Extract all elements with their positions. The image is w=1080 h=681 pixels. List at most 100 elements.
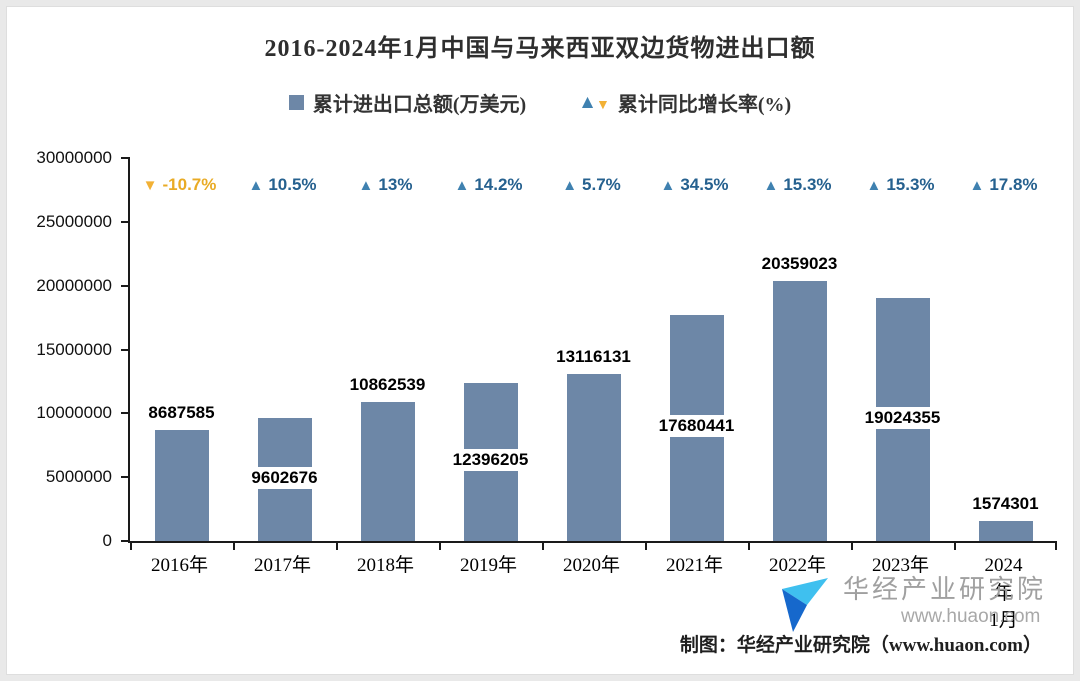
x-category-line1: 2021年 <box>665 555 724 576</box>
x-category-label: 2016年 <box>151 552 208 580</box>
legend-growth-label: 累计同比增长率(%) <box>617 94 792 116</box>
triangle-up-icon: ▲ <box>358 177 374 194</box>
x-category-line1: 2017年 <box>253 555 312 576</box>
x-category-line1: 2019年 <box>459 555 518 576</box>
growth-value: 15.3% <box>783 175 832 194</box>
watermark-text: 华经产业研究院 www.huaon.com <box>843 574 1046 630</box>
x-axis-tick-mark <box>542 541 544 550</box>
y-axis-tick-mark <box>121 412 130 415</box>
x-category-line1: 2022年 <box>768 555 827 576</box>
y-axis-tick-mark <box>121 348 130 351</box>
triangle-up-icon: ▲ <box>866 177 882 194</box>
bar-value-label: 12396205 <box>445 448 536 471</box>
x-category-line1: 2018年 <box>356 555 415 576</box>
growth-label: ▼ -10.7% <box>143 174 217 197</box>
x-category-label: 2024年 1月 <box>978 552 1030 635</box>
x-axis-tick-mark <box>130 541 132 550</box>
chart-bar <box>772 281 827 541</box>
x-category-label: 2017年 <box>254 552 311 580</box>
y-tick-label: 30000000 <box>36 148 112 167</box>
y-tick-label: 15000000 <box>36 339 112 359</box>
triangle-up-icon: ▲ <box>562 177 578 194</box>
x-axis-tick-mark <box>233 541 235 550</box>
growth-value: 5.7% <box>582 175 621 194</box>
x-axis-tick-mark <box>439 541 441 550</box>
x-axis-tick-mark <box>645 541 647 550</box>
bar-value-label: 20359023 <box>761 254 838 274</box>
bar-value-label: 19024355 <box>857 406 948 429</box>
x-category-label: 2020年 <box>563 552 620 580</box>
y-tick-label: 5000000 <box>45 467 112 487</box>
growth-label: ▲ 13% <box>359 174 413 197</box>
x-category-label: 2022年 <box>769 552 826 580</box>
x-axis-tick-mark <box>954 541 956 550</box>
triangle-up-icon: ▲ <box>248 177 264 194</box>
bar-value-label: 17680441 <box>651 415 742 438</box>
x-category-label: 2021年 <box>666 552 723 580</box>
plot-area: 8687585 9602676 10862539 12396205 13116131 17… <box>121 157 1057 550</box>
bar-value-label: 8687585 <box>148 403 215 423</box>
y-tick-label: 25000000 <box>36 211 112 231</box>
x-axis-tick-mark <box>336 541 338 550</box>
x-category-line1: 2024年 <box>984 555 1023 604</box>
growth-value: 10.5% <box>268 175 317 194</box>
y-tick-label: 0 <box>102 531 112 550</box>
legend: 累计进出口总额(万美元) ▲ ▼ 累计同比增长率(%) <box>0 88 1080 117</box>
x-category-label: 2023年 <box>872 552 929 580</box>
y-axis-tick-mark <box>121 220 130 223</box>
y-tick-label: 20000000 <box>36 275 112 295</box>
growth-labels-row: ▼ -10.7% ▲ 10.5% ▲ 13% ▲ 14.2% ▲ 5.7% ▲ 34.5% ▲ 15.3%… <box>128 174 1055 198</box>
bar-value-label: 13116131 <box>556 346 631 366</box>
x-axis-tick-mark <box>851 541 853 550</box>
growth-label: ▲ 14.2% <box>454 174 522 197</box>
credit-line: 制图：华经产业研究院（www.huaon.com） <box>679 635 1042 656</box>
growth-label: ▲ 17.8% <box>969 174 1037 197</box>
triangle-up-icon: ▲ <box>660 177 676 194</box>
chart-title: 2016-2024年1月中国与马来西亚双边货物进出口额 <box>264 36 816 62</box>
y-tick-label: 10000000 <box>36 403 112 423</box>
triangle-down-icon: ▼ <box>142 177 158 194</box>
chart-bar <box>978 520 1033 541</box>
growth-value: 34.5% <box>680 175 729 194</box>
x-category-line1: 2020年 <box>562 555 621 576</box>
y-axis-tick-mark <box>121 540 130 542</box>
growth-label: ▲ 15.3% <box>763 174 831 197</box>
chart-bar <box>566 373 621 541</box>
x-category-line1: 2023年 <box>871 555 930 576</box>
growth-label: ▲ 5.7% <box>562 174 621 197</box>
x-category-line1: 2016年 <box>150 555 209 576</box>
growth-value: 17.8% <box>989 175 1038 194</box>
triangle-up-icon: ▲ <box>969 177 985 194</box>
bar-value-label: 9602676 <box>244 466 325 489</box>
growth-label: ▲ 34.5% <box>660 174 728 197</box>
y-axis-tick-mark <box>121 284 130 287</box>
legend-item-growth: ▲ ▼ 累计同比增长率(%) <box>578 88 791 117</box>
triangle-down-icon: ▼ <box>595 97 610 113</box>
y-axis-labels: 0 5000000 10000000 15000000 20000000 25000000… <box>0 148 120 550</box>
watermark: 华经产业研究院 www.huaon.com <box>779 574 1046 634</box>
x-axis-tick-mark <box>1055 541 1057 550</box>
triangle-up-icon: ▲ <box>763 177 779 194</box>
x-category-label: 2018年 <box>357 552 414 580</box>
chart-bar <box>154 430 209 541</box>
bar-value-label: 1574301 <box>972 493 1039 513</box>
chart-bar <box>360 402 415 541</box>
growth-label: ▲ 15.3% <box>866 174 934 197</box>
growth-value: 14.2% <box>474 175 523 194</box>
bar-value-label: 10862539 <box>349 375 426 395</box>
triangle-up-icon: ▲ <box>454 177 470 194</box>
y-axis-tick-mark <box>121 157 130 159</box>
watermark-site: www.huaon.com <box>900 606 1041 628</box>
x-category-line2: 1月 <box>989 610 1018 632</box>
huaon-logo-icon <box>781 578 828 632</box>
y-axis-tick-mark <box>121 476 130 479</box>
legend-item-bars: 累计进出口总额(万美元) <box>288 88 527 117</box>
bar-series-swatch <box>288 95 304 110</box>
growth-value: -10.7% <box>162 175 217 194</box>
x-axis-labels: 2016年 2017年 2018年 2019年 2020年 2021年 2022年 2023年… <box>128 552 1055 631</box>
legend-bars-label: 累计进出口总额(万美元) <box>312 94 527 116</box>
growth-value: 13% <box>378 175 413 194</box>
x-axis-tick-mark <box>748 541 750 550</box>
watermark-brand: 华经产业研究院 <box>842 574 1046 604</box>
x-category-label: 2019年 <box>460 552 517 580</box>
